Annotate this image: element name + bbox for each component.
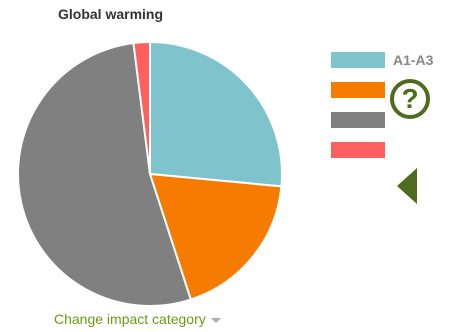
pie-slice-1[interactable] (149, 40, 283, 188)
chevron-left-icon[interactable] (397, 168, 417, 204)
pie-slice-2[interactable] (148, 172, 283, 301)
pie-chart (17, 40, 283, 307)
legend-swatch-1 (331, 52, 385, 68)
caret-down-icon (210, 317, 221, 323)
question-circle-icon: ? (401, 83, 419, 114)
change-impact-category-label: Change impact category (54, 311, 206, 327)
chart-title: Global warming (58, 6, 164, 22)
legend-label-1: A1-A3 (393, 52, 434, 68)
legend-swatch-4 (331, 142, 385, 158)
legend-swatch-3 (331, 112, 385, 128)
pie-slice-4[interactable] (132, 40, 151, 175)
pie-slice-3[interactable] (17, 41, 193, 307)
help-button[interactable]: ? (390, 79, 430, 119)
legend-swatch-2 (331, 82, 385, 98)
change-impact-category-link[interactable]: Change impact category (54, 311, 221, 327)
